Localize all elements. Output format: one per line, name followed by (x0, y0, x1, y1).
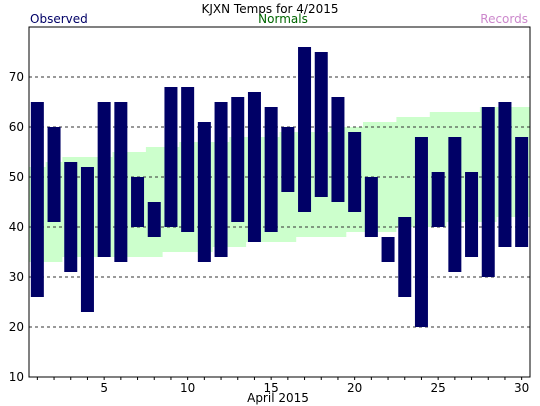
y-tick-label: 50 (9, 170, 24, 184)
observed-bar (164, 87, 178, 227)
x-tick-label: 30 (514, 381, 529, 395)
x-tick-label: 20 (347, 381, 362, 395)
observed-bar (448, 137, 462, 272)
x-tick-label: 15 (264, 381, 279, 395)
chart-title: KJXN Temps for 4/2015 (202, 2, 339, 16)
observed-bar (97, 102, 111, 257)
y-tick-label: 30 (9, 270, 24, 284)
observed-bar (30, 102, 44, 297)
observed-bar (80, 167, 94, 312)
observed-bar (197, 122, 211, 262)
observed-bar (381, 237, 395, 262)
observed-bar (498, 102, 512, 247)
legend-normals: Normals (258, 12, 308, 26)
observed-bar (348, 132, 362, 212)
observed-bar (314, 52, 328, 197)
observed-bar (147, 202, 161, 237)
observed-bar (465, 172, 479, 257)
observed-bar (214, 102, 228, 257)
x-axis-label: April 2015 (247, 391, 309, 405)
x-tick-label: 10 (180, 381, 195, 395)
observed-bar (364, 177, 378, 237)
observed-bar (431, 172, 445, 227)
observed-bar (414, 137, 428, 327)
observed-bar (247, 92, 261, 242)
observed-bar (114, 102, 128, 262)
observed-bar (264, 107, 278, 232)
legend-observed: Observed (30, 12, 88, 26)
plot-frame (28, 26, 531, 378)
observed-bar (281, 127, 295, 192)
observed-bar (181, 87, 195, 232)
observed-bar (481, 107, 495, 277)
y-tick-label: 40 (9, 220, 24, 234)
y-tick-label: 70 (9, 70, 24, 84)
observed-bar (515, 137, 529, 247)
observed-bar (131, 177, 145, 227)
x-tick-label: 5 (100, 381, 108, 395)
y-tick-label: 20 (9, 320, 24, 334)
x-tick-label: 25 (431, 381, 446, 395)
legend-records: Records (480, 12, 528, 26)
observed-bar (47, 127, 61, 222)
observed-bar (231, 97, 245, 222)
y-tick-label: 60 (9, 120, 24, 134)
observed-bar (64, 162, 78, 272)
observed-bar (398, 217, 412, 297)
plot-area: 10 20 30 40 50 60 70 5 10 15 20 25 30 (9, 26, 531, 395)
y-tick-label: 10 (9, 370, 24, 384)
observed-bar (298, 47, 312, 212)
observed-bar (331, 97, 345, 202)
